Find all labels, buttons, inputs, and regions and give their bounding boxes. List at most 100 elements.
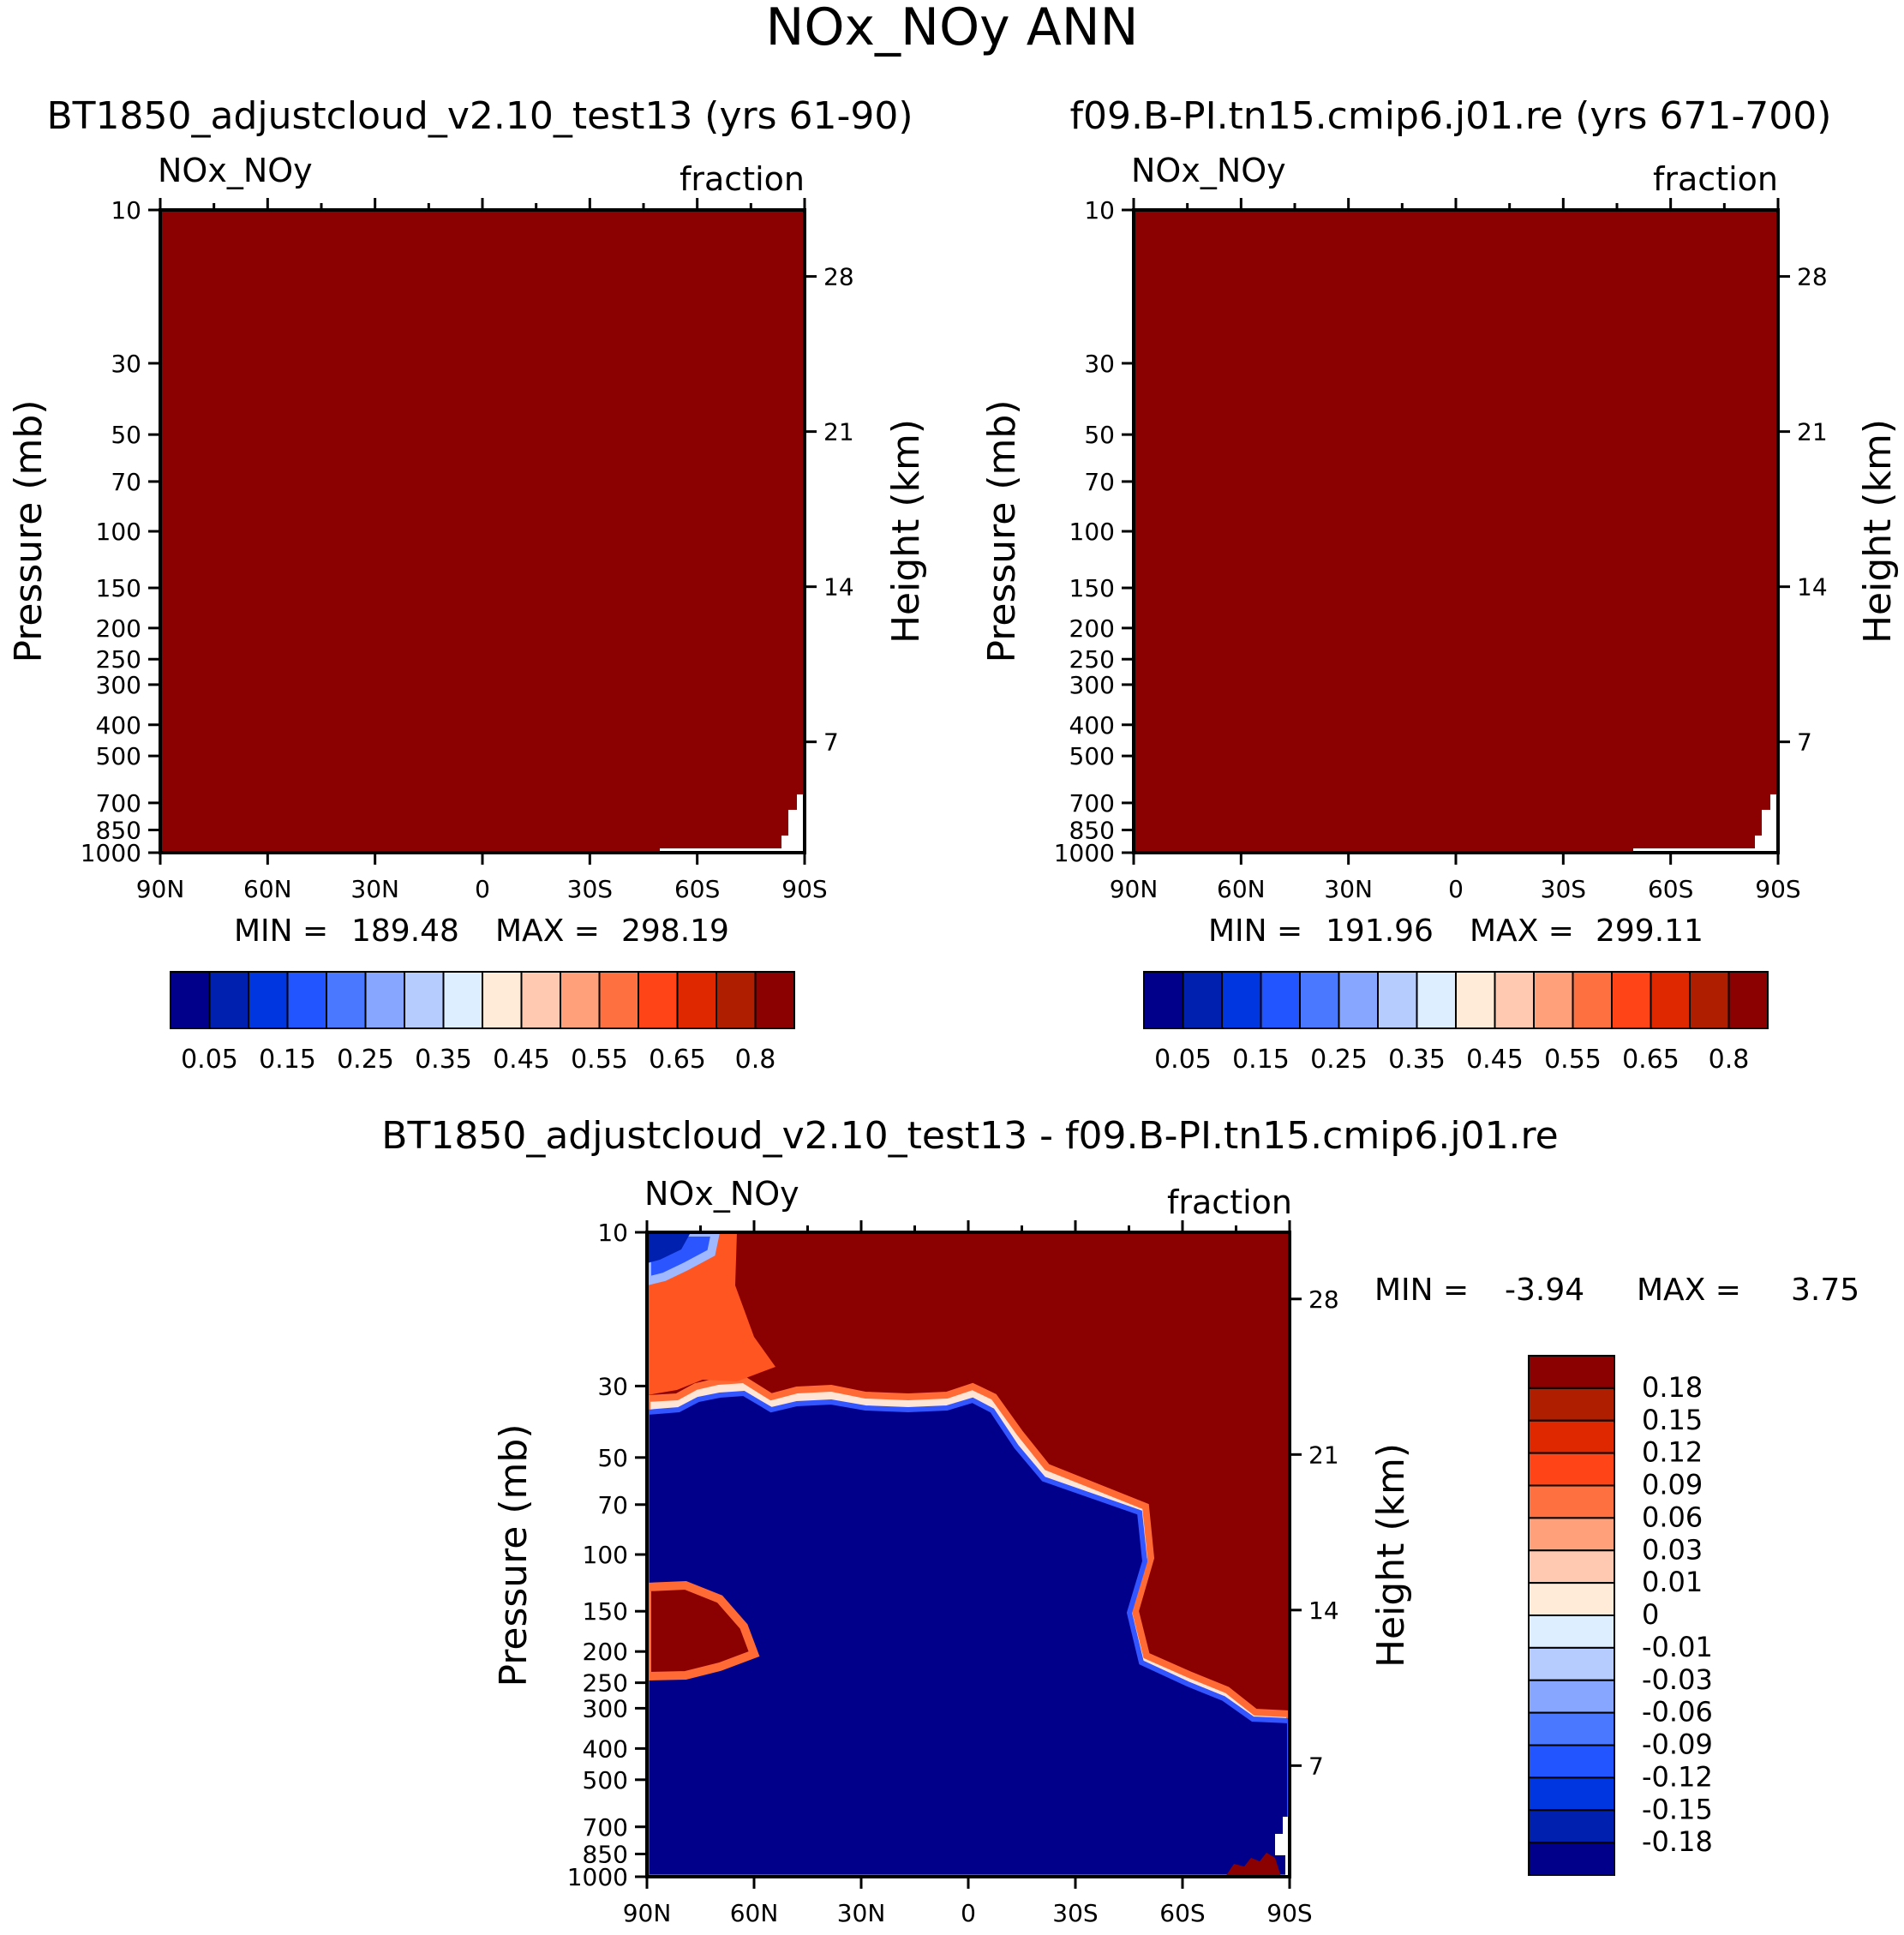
panel-model-max-value: 298.19: [621, 914, 729, 949]
panel-difference-y-tick-label-2: 50: [597, 1444, 628, 1472]
panel-observations-colorbar-swatch-1: [1182, 971, 1223, 1029]
panel-observations: f09.B-PI.tn15.cmip6.j01.re (yrs 671-700)…: [980, 94, 1900, 1075]
panel-difference-y2-tick-label-1: 21: [1308, 1441, 1339, 1469]
panel-difference-colorbar-label-6: 0.01: [1642, 1566, 1703, 1598]
panel-difference-colorbar-swatch-2: [1528, 1419, 1615, 1454]
panel-difference-colorbar-label-3: 0.09: [1642, 1469, 1703, 1501]
panel-observations-y-tick-label-1: 30: [1084, 350, 1115, 378]
panel-difference-colorbar-swatch-11: [1528, 1711, 1615, 1746]
panel-difference-x-tick-label-6: 90S: [1266, 1899, 1312, 1927]
panel-difference-y-tick-label-6: 200: [583, 1638, 628, 1666]
panel-model-x-tick-label-5: 60S: [674, 875, 720, 903]
panel-difference-x-tick-label-3: 0: [961, 1899, 976, 1927]
panel-difference-negative-region: [647, 1390, 1290, 1877]
panel-model-colorbar-label-4: 0.45: [493, 1045, 550, 1075]
panel-observations-colorbar-swatch-2: [1221, 971, 1262, 1029]
panel-difference-y2-ticks: 28 21 14 7: [1290, 1285, 1339, 1780]
panel-difference-y-tick-label-11: 700: [583, 1813, 628, 1842]
panel-difference-max-value: 3.75: [1791, 1273, 1859, 1308]
panel-model-colorbar-swatch-11: [598, 971, 639, 1029]
panel-observations-y2-tick-label-3: 7: [1797, 728, 1812, 757]
panel-observations-colorbar-swatch-13: [1650, 971, 1691, 1029]
panel-observations-y-tick-label-4: 100: [1069, 518, 1115, 546]
panel-observations-x-tick-label-3: 0: [1448, 875, 1464, 903]
panel-observations-nodata-region: [1633, 794, 1778, 853]
panel-observations-y-tick-label-11: 700: [1069, 789, 1115, 818]
panel-difference-colorbar-swatch-15: [1528, 1842, 1615, 1876]
panel-observations-y-tick-label-12: 850: [1069, 817, 1115, 845]
panel-difference-colorbar-swatch-13: [1528, 1776, 1615, 1812]
panel-observations-colorbar-swatch-12: [1611, 971, 1652, 1029]
panel-model-units-label: fraction: [680, 160, 805, 198]
panel-difference-colorbar-swatch-10: [1528, 1679, 1615, 1714]
panel-observations-max-label: MAX =: [1470, 914, 1574, 949]
panel-difference-units-label: fraction: [1167, 1183, 1292, 1221]
panel-observations-colorbar-label-6: 0.65: [1622, 1045, 1679, 1075]
panel-observations-colorbar-label-1: 0.15: [1232, 1045, 1290, 1075]
panel-difference-colorbar-label-9: -0.03: [1642, 1663, 1713, 1696]
panel-model-y-tick-label-10: 500: [96, 742, 141, 770]
panel-model-colorbar-swatch-0: [170, 971, 211, 1029]
panel-model-colorbar-label-7: 0.8: [735, 1045, 776, 1075]
panel-difference-colorbar-swatch-8: [1528, 1614, 1615, 1649]
panel-difference-x-tick-label-0: 90N: [623, 1899, 672, 1927]
panel-model-colorbar: 0.05 0.15 0.25 0.35 0.45 0.55 0.65 0.8: [170, 971, 795, 1075]
figure-title: NOx_NOy ANN: [765, 0, 1138, 57]
panel-observations-y-tick-label-0: 10: [1084, 196, 1115, 225]
panel-difference-colorbar-label-12: -0.12: [1642, 1760, 1713, 1793]
panel-difference-colorbar-swatch-9: [1528, 1646, 1615, 1681]
panel-observations-colorbar-swatch-3: [1260, 971, 1301, 1029]
panel-model-x-tick-label-4: 30S: [567, 875, 613, 903]
panel-observations-variable-label: NOx_NOy: [1131, 152, 1286, 189]
panel-observations-colorbar-swatch-4: [1299, 971, 1340, 1029]
panel-observations-y2-ticks: 28 21 14 7: [1778, 263, 1828, 757]
panel-difference-colorbar-label-5: 0.03: [1642, 1533, 1703, 1566]
panel-observations-colorbar-label-7: 0.8: [1709, 1045, 1750, 1075]
panel-observations-y-tick-label-5: 150: [1069, 574, 1115, 602]
panel-model-colorbar-swatch-9: [520, 971, 561, 1029]
panel-difference-min-value: -3.94: [1505, 1273, 1584, 1308]
panel-difference-surface-positive: [1225, 1853, 1281, 1877]
panel-difference-colorbar-swatch-12: [1528, 1744, 1615, 1779]
panel-model-min-label: MIN =: [234, 914, 328, 949]
panel-model-x-tick-label-2: 30N: [350, 875, 399, 903]
panel-observations-y-tick-label-13: 1000: [1054, 839, 1115, 867]
panel-difference-y-tick-label-7: 250: [583, 1669, 628, 1698]
panel-difference-min-label: MIN =: [1374, 1273, 1469, 1308]
panel-model-colorbar-swatch-5: [364, 971, 405, 1029]
panel-model-y-tick-label-3: 70: [111, 468, 141, 496]
panel-model-colorbar-label-2: 0.25: [337, 1045, 394, 1075]
panel-observations-colorbar-swatch-15: [1727, 971, 1769, 1029]
panel-model-colorbar-label-0: 0.05: [181, 1045, 238, 1075]
panel-difference-x-tick-label-1: 60N: [730, 1899, 779, 1927]
panel-difference-upper-left-core: [647, 1234, 690, 1263]
panel-model-colorbar-swatch-2: [248, 971, 289, 1029]
panel-model-y-tick-label-12: 850: [96, 817, 141, 845]
panel-difference-nodata-region: [1275, 1817, 1290, 1877]
panel-model-colorbar-swatch-15: [754, 971, 795, 1029]
panel-observations-colorbar-label-3: 0.35: [1388, 1045, 1446, 1075]
panel-model-y2-tick-label-2: 14: [823, 573, 854, 602]
panel-difference-colorbar-label-10: -0.06: [1642, 1696, 1713, 1728]
panel-observations-y-tick-label-8: 300: [1069, 671, 1115, 699]
panel-difference-variable-label: NOx_NOy: [644, 1175, 799, 1213]
panel-model-x-tick-label-6: 90S: [781, 875, 827, 903]
panel-model-y-tick-label-6: 200: [96, 614, 141, 643]
panel-model-field: [160, 210, 805, 853]
panel-model-colorbar-label-6: 0.65: [649, 1045, 706, 1075]
panel-observations-colorbar-swatch-5: [1338, 971, 1379, 1029]
panel-model-y2-tick-label-1: 21: [823, 418, 854, 446]
panel-model-colorbar-label-5: 0.55: [571, 1045, 628, 1075]
panel-model-x-tick-label-0: 90N: [136, 875, 185, 903]
panel-difference-colorbar-label-13: -0.15: [1642, 1793, 1713, 1825]
panel-observations-x-ticks: 90N 60N 30N 0 30S 60S 90S: [1110, 198, 1801, 903]
panel-model-colorbar-swatch-8: [482, 971, 523, 1029]
panel-model-x-tick-label-1: 60N: [243, 875, 292, 903]
panel-difference-colorbar-label-4: 0.06: [1642, 1501, 1703, 1533]
panel-model-colorbar-label-3: 0.35: [415, 1045, 472, 1075]
panel-difference-y-tick-label-3: 70: [597, 1491, 628, 1519]
panel-observations-y-tick-label-2: 50: [1084, 421, 1115, 449]
